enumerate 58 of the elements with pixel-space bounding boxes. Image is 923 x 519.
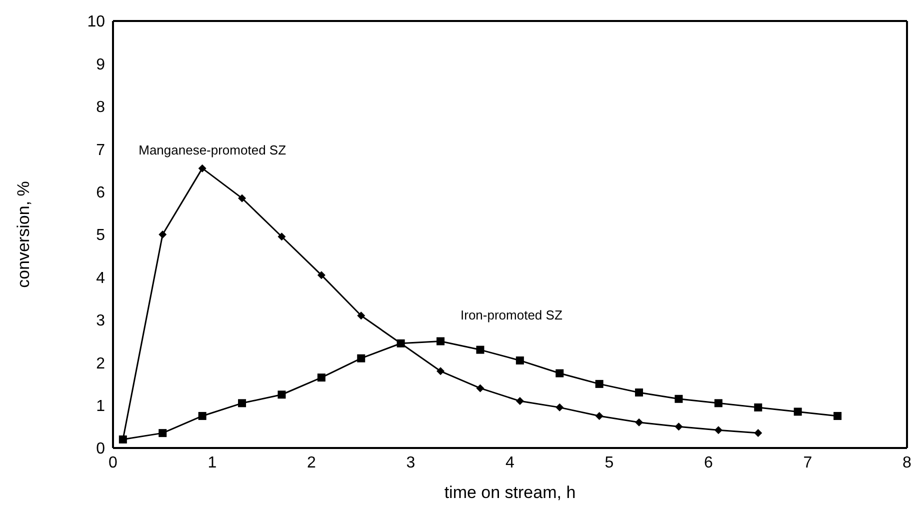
y-axis-title: conversion, % (14, 181, 34, 288)
series-label: Manganese-promoted SZ (138, 142, 286, 158)
point (118, 435, 127, 444)
series-label: Iron-promoted SZ (460, 307, 562, 322)
point (754, 403, 762, 412)
y-tick-label: 3 (96, 312, 106, 330)
point (635, 388, 644, 396)
x-tick-label: 7 (803, 454, 812, 472)
x-tick-label: 6 (704, 454, 714, 472)
y-tick-label: 4 (96, 270, 106, 287)
point (158, 429, 167, 438)
point (436, 337, 445, 346)
y-tick-label: 0 (96, 440, 106, 458)
point (714, 426, 722, 434)
y-tick-label: 2 (96, 355, 106, 372)
y-tick-label: 5 (96, 227, 106, 244)
point (674, 394, 683, 403)
point (834, 412, 842, 420)
x-tick-label: 3 (406, 454, 416, 472)
x-tick-label: 5 (604, 454, 614, 472)
point (794, 408, 802, 416)
x-tick-label: 1 (208, 454, 217, 472)
x-tick-label: 4 (506, 454, 515, 472)
point (198, 412, 206, 420)
point (238, 194, 246, 202)
y-tick-label: 7 (96, 142, 106, 159)
point (516, 356, 524, 364)
point (674, 422, 683, 431)
point (317, 374, 326, 382)
point (357, 354, 366, 362)
point (516, 397, 524, 406)
point (317, 271, 326, 280)
y-tick-label: 10 (87, 14, 106, 31)
point (556, 369, 564, 378)
point (595, 380, 604, 388)
point (357, 312, 366, 320)
point (158, 230, 167, 238)
point (556, 403, 564, 412)
point (278, 390, 286, 399)
x-tick-label: 8 (902, 454, 912, 472)
point (396, 339, 405, 348)
y-tick-label: 9 (96, 56, 106, 74)
y-tick-label: 1 (96, 398, 106, 415)
x-axis-title: time on stream, h (444, 483, 576, 502)
x-tick-label: 0 (108, 454, 118, 472)
x-tick-label: 2 (307, 454, 316, 472)
point (278, 232, 286, 241)
point (476, 346, 484, 354)
point (754, 429, 762, 438)
y-tick-label: 8 (96, 99, 106, 116)
point (714, 399, 722, 408)
point (198, 164, 206, 172)
point (635, 418, 644, 426)
point (595, 412, 604, 420)
y-tick-label: 6 (96, 184, 106, 202)
point (476, 384, 484, 392)
point (436, 367, 445, 376)
point (238, 399, 246, 408)
